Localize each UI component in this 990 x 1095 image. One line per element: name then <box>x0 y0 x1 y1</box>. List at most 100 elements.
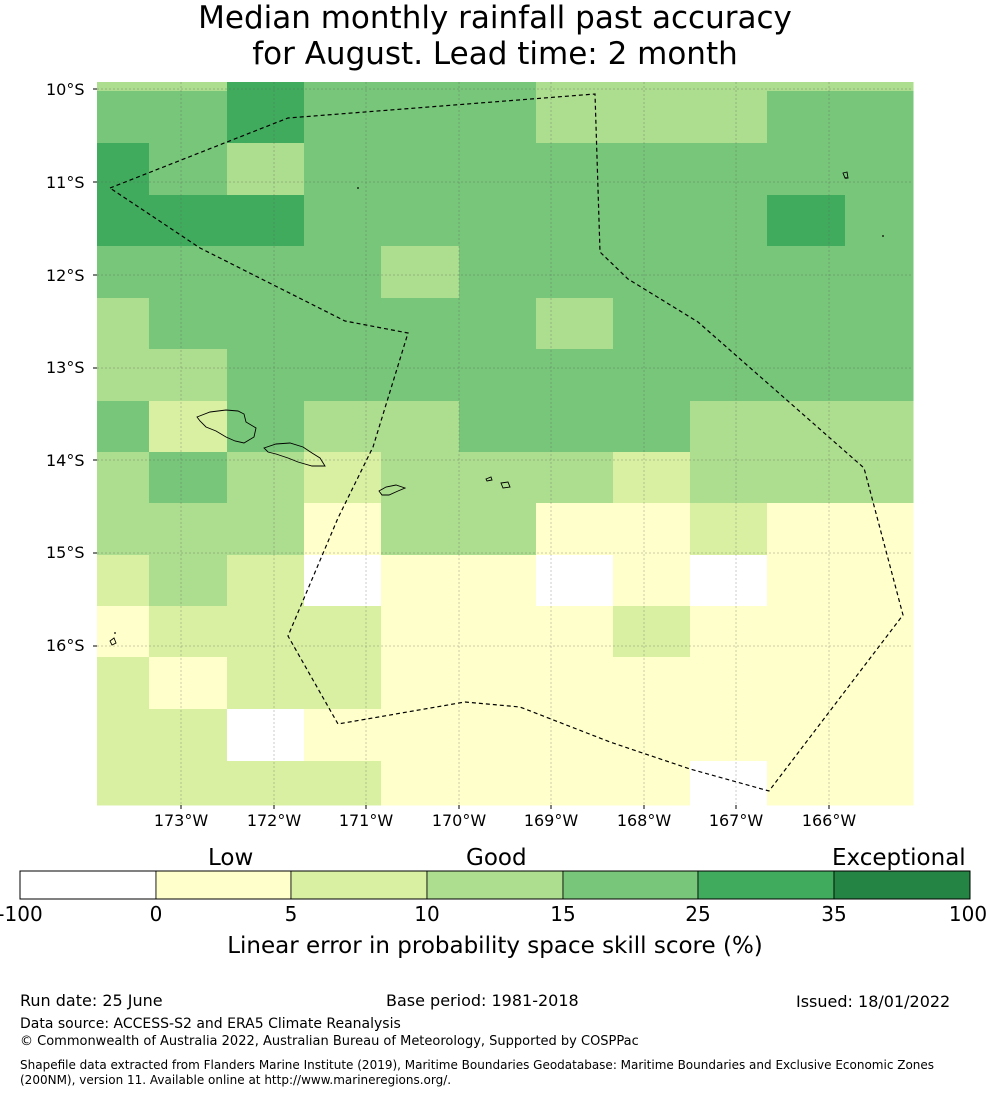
copyright: © Commonwealth of Australia 2022, Austra… <box>20 1034 639 1049</box>
grid-cell <box>767 195 846 247</box>
grid-cell <box>845 143 914 196</box>
grid-cell <box>97 246 150 299</box>
grid-cell <box>97 761 150 806</box>
small-island-dot <box>845 177 847 179</box>
colorbar-tick: 100 <box>948 902 988 926</box>
grid-cell <box>381 452 460 504</box>
grid-cell <box>845 606 914 658</box>
grid-cell <box>690 298 768 350</box>
grid-cell <box>227 555 305 607</box>
grid-cell <box>149 761 228 806</box>
lon-label-170w: 170°W <box>431 811 487 830</box>
issued-date: Issued: 18/01/2022 <box>796 992 951 1011</box>
grid-cell <box>459 555 537 607</box>
grid-cell <box>227 503 305 556</box>
grid-cell <box>845 349 914 402</box>
grid-cell <box>613 401 691 453</box>
grid-cell <box>690 349 768 402</box>
grid-cell <box>227 761 305 806</box>
grid-cell <box>227 606 305 658</box>
grid-cell <box>97 555 150 607</box>
grid-cell <box>381 298 460 350</box>
colorbar-frame <box>19 870 971 900</box>
lat-label-16s: 16°S <box>46 636 85 655</box>
grid-cell <box>304 657 382 710</box>
colorbar-tick: -100 <box>0 902 43 926</box>
grid-cell <box>767 709 846 762</box>
grid-cell <box>845 246 914 299</box>
colorbar-title: Linear error in probability space skill … <box>227 933 763 959</box>
lon-label-166w: 166°W <box>801 811 857 830</box>
grid-cell <box>149 82 228 92</box>
grid-cell <box>613 606 691 658</box>
grid-cell <box>459 349 537 402</box>
grid-cell <box>536 761 614 806</box>
grid-cell <box>613 503 691 556</box>
grid-cell <box>149 657 228 710</box>
grid-cell <box>845 761 914 806</box>
grid-cell <box>459 91 537 144</box>
grid-cell <box>690 761 768 806</box>
grid-cell <box>613 709 691 762</box>
grid-cell <box>304 82 382 92</box>
grid-cell <box>613 298 691 350</box>
category-exceptional: Exceptional <box>832 845 966 871</box>
grid-cell <box>845 657 914 710</box>
grid-cell <box>613 761 691 806</box>
grid-cell <box>536 452 614 504</box>
grid-cell <box>767 91 846 144</box>
colorbar-tick: 35 <box>821 902 847 926</box>
grid-cell <box>149 349 228 402</box>
grid-cell <box>536 195 614 247</box>
grid-cell <box>381 143 460 196</box>
grid-cell <box>97 82 150 92</box>
grid-cell <box>690 657 768 710</box>
run-date: Run date: 25 June <box>20 991 163 1010</box>
grid-cell <box>149 503 228 556</box>
colorbar-tick: 25 <box>685 902 711 926</box>
grid-cell <box>149 555 228 607</box>
grid-cell <box>381 657 460 710</box>
grid-cell <box>536 401 614 453</box>
grid-cell <box>690 143 768 196</box>
small-islands <box>114 177 884 634</box>
grid-cell <box>536 298 614 350</box>
grid-cell <box>227 401 305 453</box>
grid-cell <box>536 91 614 144</box>
grid-cell <box>845 709 914 762</box>
colorbar-segment <box>833 870 971 900</box>
lat-label-12s: 12°S <box>46 266 85 285</box>
grid-cell <box>767 298 846 350</box>
grid-cell <box>149 452 228 504</box>
grid-cell <box>149 91 228 144</box>
grid-cell <box>767 503 846 556</box>
lat-label-11s: 11°S <box>46 173 85 192</box>
grid-cell <box>227 82 305 92</box>
colorbar-segment <box>426 870 564 900</box>
lat-label-14s: 14°S <box>46 451 85 470</box>
grid-cell <box>459 143 537 196</box>
colorbar-segment <box>19 870 157 900</box>
graticule <box>97 82 913 805</box>
colorbar-tick: 10 <box>414 902 440 926</box>
grid-cell <box>381 82 460 92</box>
grid-cell <box>227 91 305 144</box>
grid-cell <box>613 82 691 92</box>
colorbar-segment <box>562 870 699 900</box>
grid-cell <box>845 555 914 607</box>
grid-cell <box>767 657 846 710</box>
grid-cell <box>149 709 228 762</box>
grid-cell <box>227 195 305 247</box>
grid-cell <box>613 246 691 299</box>
grid-cell <box>304 91 382 144</box>
grid-cell <box>613 555 691 607</box>
grid-cell <box>459 452 537 504</box>
title-line-2: for August. Lead time: 2 month <box>252 36 738 72</box>
grid-cell <box>536 503 614 556</box>
grid-cell <box>304 349 382 402</box>
grid-cell <box>845 503 914 556</box>
skill-grid <box>97 82 914 806</box>
grid-cell <box>690 246 768 299</box>
colorbar-segment <box>155 870 292 900</box>
